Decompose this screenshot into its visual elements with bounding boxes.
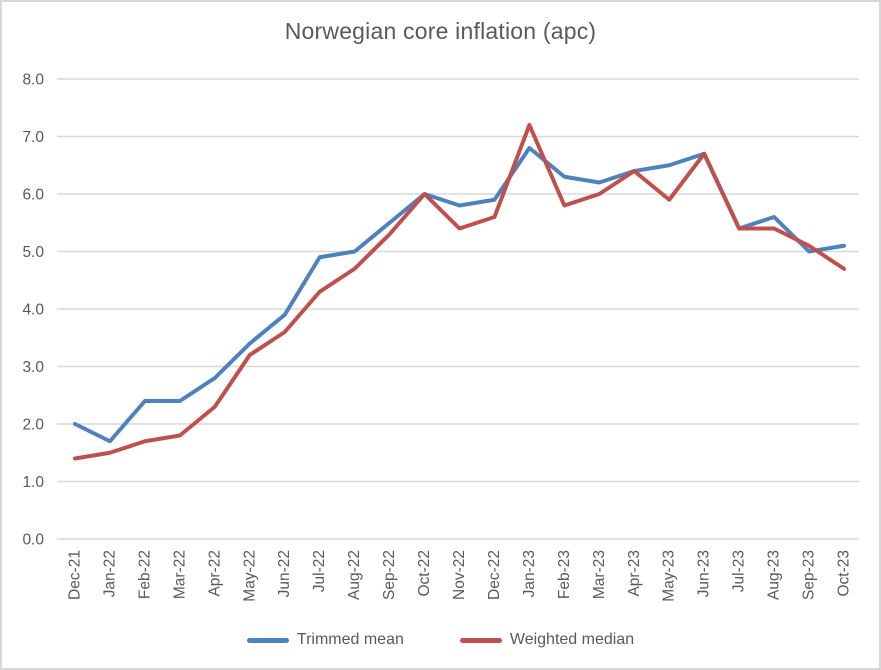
x-tick-label: Aug-22 (346, 550, 363, 600)
series-line-trimmed-mean (73, 146, 846, 444)
x-tick-label: Oct-22 (416, 550, 433, 597)
x-tick-label: May-22 (241, 550, 258, 602)
x-tick-label: Dec-22 (486, 550, 503, 600)
x-tick-label: Jun-23 (696, 550, 713, 597)
x-tick-label: Jan-23 (521, 550, 538, 597)
x-tick-label: Sep-23 (801, 550, 818, 600)
y-tick-label: 8.0 (22, 72, 44, 89)
x-tick-label: Aug-23 (766, 550, 783, 600)
y-tick-label: 3.0 (22, 359, 44, 376)
y-tick-label: 0.0 (22, 532, 44, 549)
trimmed-mean-swatch (246, 637, 289, 643)
y-tick-label: 7.0 (22, 129, 44, 146)
x-tick-label: Jul-22 (311, 550, 328, 592)
weighted-median-swatch (459, 637, 502, 643)
x-tick-label: Apr-23 (626, 550, 643, 597)
x-tick-label: Mar-22 (171, 550, 188, 599)
series-line-weighted-median (73, 123, 846, 461)
weighted-median-label: Weighted median (509, 631, 635, 648)
y-tick-label: 5.0 (22, 244, 44, 261)
legend-item-weighted-median: Weighted median (459, 631, 635, 649)
y-tick-label: 6.0 (22, 187, 44, 204)
plot-area: 0.0 1.0 2.0 3.0 4.0 5.0 6.0 7.0 8.0 Dec-21 Jan-22 F… (22, 72, 859, 602)
x-tick-label: May-23 (661, 550, 678, 602)
x-tick-label: Apr-22 (206, 550, 223, 597)
x-tick-label: Dec-21 (67, 550, 84, 600)
x-tick-label: Feb-23 (556, 550, 573, 599)
y-tick-label: 4.0 (22, 302, 44, 319)
x-tick-label: Jul-23 (731, 550, 748, 592)
x-tick-label: Oct-23 (836, 550, 853, 597)
y-tick-label: 2.0 (22, 417, 44, 434)
x-tick-label: Sep-22 (381, 550, 398, 600)
legend: Trimmed mean Weighted median (2, 624, 879, 656)
chart-title: Norwegian core inflation (apc) (284, 18, 597, 44)
x-tick-label: Jan-22 (101, 550, 118, 597)
y-tick-label: 1.0 (22, 474, 44, 491)
x-tick-label: Jun-22 (276, 550, 293, 597)
trimmed-mean-label: Trimmed mean (296, 631, 404, 648)
x-tick-label: Feb-22 (136, 550, 153, 599)
legend-item-trimmed-mean: Trimmed mean (246, 631, 404, 649)
x-tick-label: Nov-22 (451, 550, 468, 600)
x-tick-label: Mar-23 (591, 550, 608, 599)
